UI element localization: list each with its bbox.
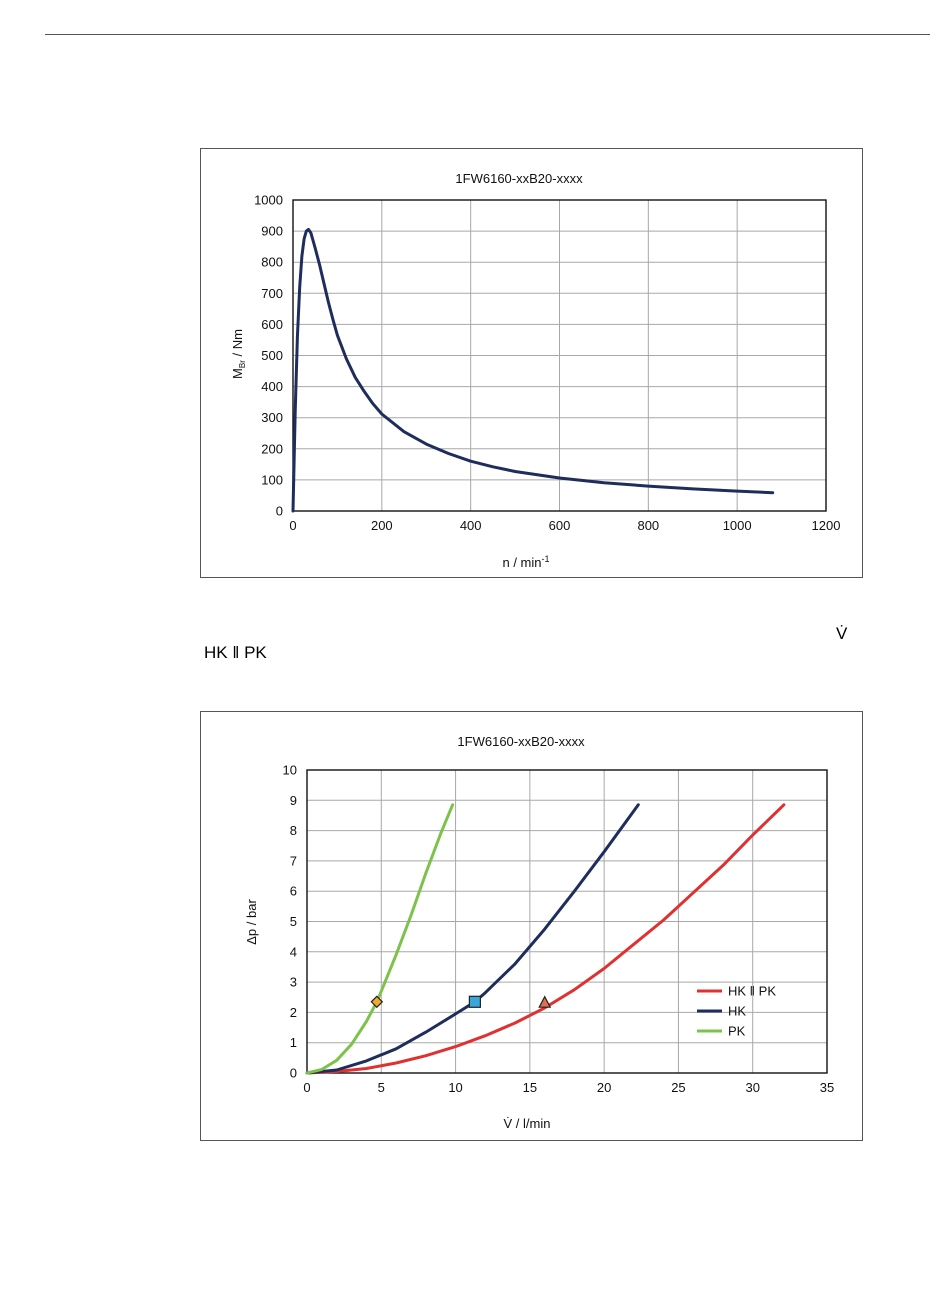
top-rule [45, 34, 930, 35]
pressure-drop-chart: 1FW6160-xxB20-xxxx 0 5 10 15 20 25 30 35 0 1 2 3 4 5 6… [200, 711, 863, 1141]
vdot-symbol: V̇ [836, 624, 848, 643]
chart2-series-line-2 [305, 803, 455, 1075]
chart1-ytick-label: 800 [261, 255, 283, 270]
chart2-series [305, 803, 786, 1075]
chart1-ytick-label: 100 [261, 472, 283, 487]
pressure-drop-chart-svg: 1FW6160-xxB20-xxxx 0 5 10 15 20 25 30 35 0 1 2 3 4 5 6… [244, 734, 835, 1131]
chart2-xtick-label: 10 [448, 1080, 462, 1095]
chart2-xtick-label: 15 [523, 1080, 537, 1095]
chart2-xlabel: V̇ / l/min [504, 1116, 551, 1131]
chart2-ytick-label: 3 [290, 975, 297, 990]
chart2-xtick-label: 20 [597, 1080, 611, 1095]
chart1-ytick-label: 200 [261, 441, 283, 456]
chart2-xtick-label: 0 [303, 1080, 310, 1095]
chart1-xtick-label: 400 [460, 518, 482, 533]
chart1-series-line-0 [291, 228, 775, 513]
chart1-xtick-label: 200 [371, 518, 393, 533]
chart2-legend-label-0: HK ‖ PK [728, 984, 776, 999]
chart1-ytick-label: 400 [261, 379, 283, 394]
chart2-series-line-0 [305, 803, 786, 1075]
chart2-ylabel: Δp / bar [244, 899, 259, 945]
chart1-ticks: 0 200 400 600 800 1000 1200 0 100 200 300 400 500 600… [254, 193, 840, 534]
chart2-series-line-1 [305, 803, 640, 1075]
chart2-title: 1FW6160-xxB20-xxxx [457, 734, 585, 749]
chart2-xtick-label: 5 [378, 1080, 385, 1095]
chart2-series-marker-2 [370, 995, 384, 1009]
chart1-title: 1FW6160-xxB20-xxxx [455, 171, 583, 186]
chart2-ticks: 0 5 10 15 20 25 30 35 0 1 2 3 4 5 6 7 8 9 10 [283, 763, 835, 1096]
chart2-xtick-label: 35 [820, 1080, 834, 1095]
chart2-ytick-label: 4 [290, 944, 297, 959]
chart1-ytick-label: 1000 [254, 193, 283, 208]
chart1-plot-area [292, 199, 827, 512]
chart1-ytick-label: 500 [261, 348, 283, 363]
torque-chart-svg: 1FW6160-xxB20-xxxx 0 200 400 600 800 1000 1200… [230, 171, 840, 570]
chart1-xtick-label: 1200 [812, 518, 841, 533]
chart1-xlabel: n / min-1 [502, 554, 549, 570]
chart2-ytick-label: 9 [290, 793, 297, 808]
chart2-legend-label-2: PK [728, 1024, 746, 1039]
hk-pk-label: HK ‖ PK [204, 643, 267, 662]
chart2-ytick-label: 6 [290, 884, 297, 899]
chart2-ytick-label: 1 [290, 1035, 297, 1050]
chart2-xtick-label: 30 [745, 1080, 759, 1095]
chart1-xtick-label: 600 [549, 518, 571, 533]
chart1-xtick-label: 0 [289, 518, 296, 533]
chart1-ytick-label: 700 [261, 286, 283, 301]
chart1-ylabel: MBr / Nm [230, 329, 247, 379]
chart2-legend-label-1: HK [728, 1004, 746, 1019]
chart2-ytick-label: 7 [290, 853, 297, 868]
chart1-grid [292, 199, 827, 512]
chart2-ytick-label: 10 [283, 763, 297, 778]
chart2-ytick-label: 2 [290, 1005, 297, 1020]
chart2-plot-area [306, 769, 828, 1074]
chart2-ytick-label: 5 [290, 914, 297, 929]
chart1-ytick-label: 300 [261, 410, 283, 425]
chart2-grid [306, 769, 828, 1074]
chart2-series-marker-1 [468, 995, 481, 1008]
chart2-ytick-label: 0 [290, 1066, 297, 1081]
chart2-legend: HK ‖ PK HK PK [697, 984, 776, 1039]
chart1-xtick-label: 1000 [723, 518, 752, 533]
chart1-xtick-label: 800 [637, 518, 659, 533]
chart1-ytick-label: 0 [276, 504, 283, 519]
chart2-series-marker-0 [538, 995, 552, 1008]
chart2-ytick-label: 8 [290, 823, 297, 838]
chart1-ytick-label: 900 [261, 224, 283, 239]
chart2-xtick-label: 25 [671, 1080, 685, 1095]
torque-chart: 1FW6160-xxB20-xxxx 0 200 400 600 800 1000 1200… [200, 148, 863, 578]
chart1-ytick-label: 600 [261, 317, 283, 332]
chart1-series [291, 228, 775, 513]
